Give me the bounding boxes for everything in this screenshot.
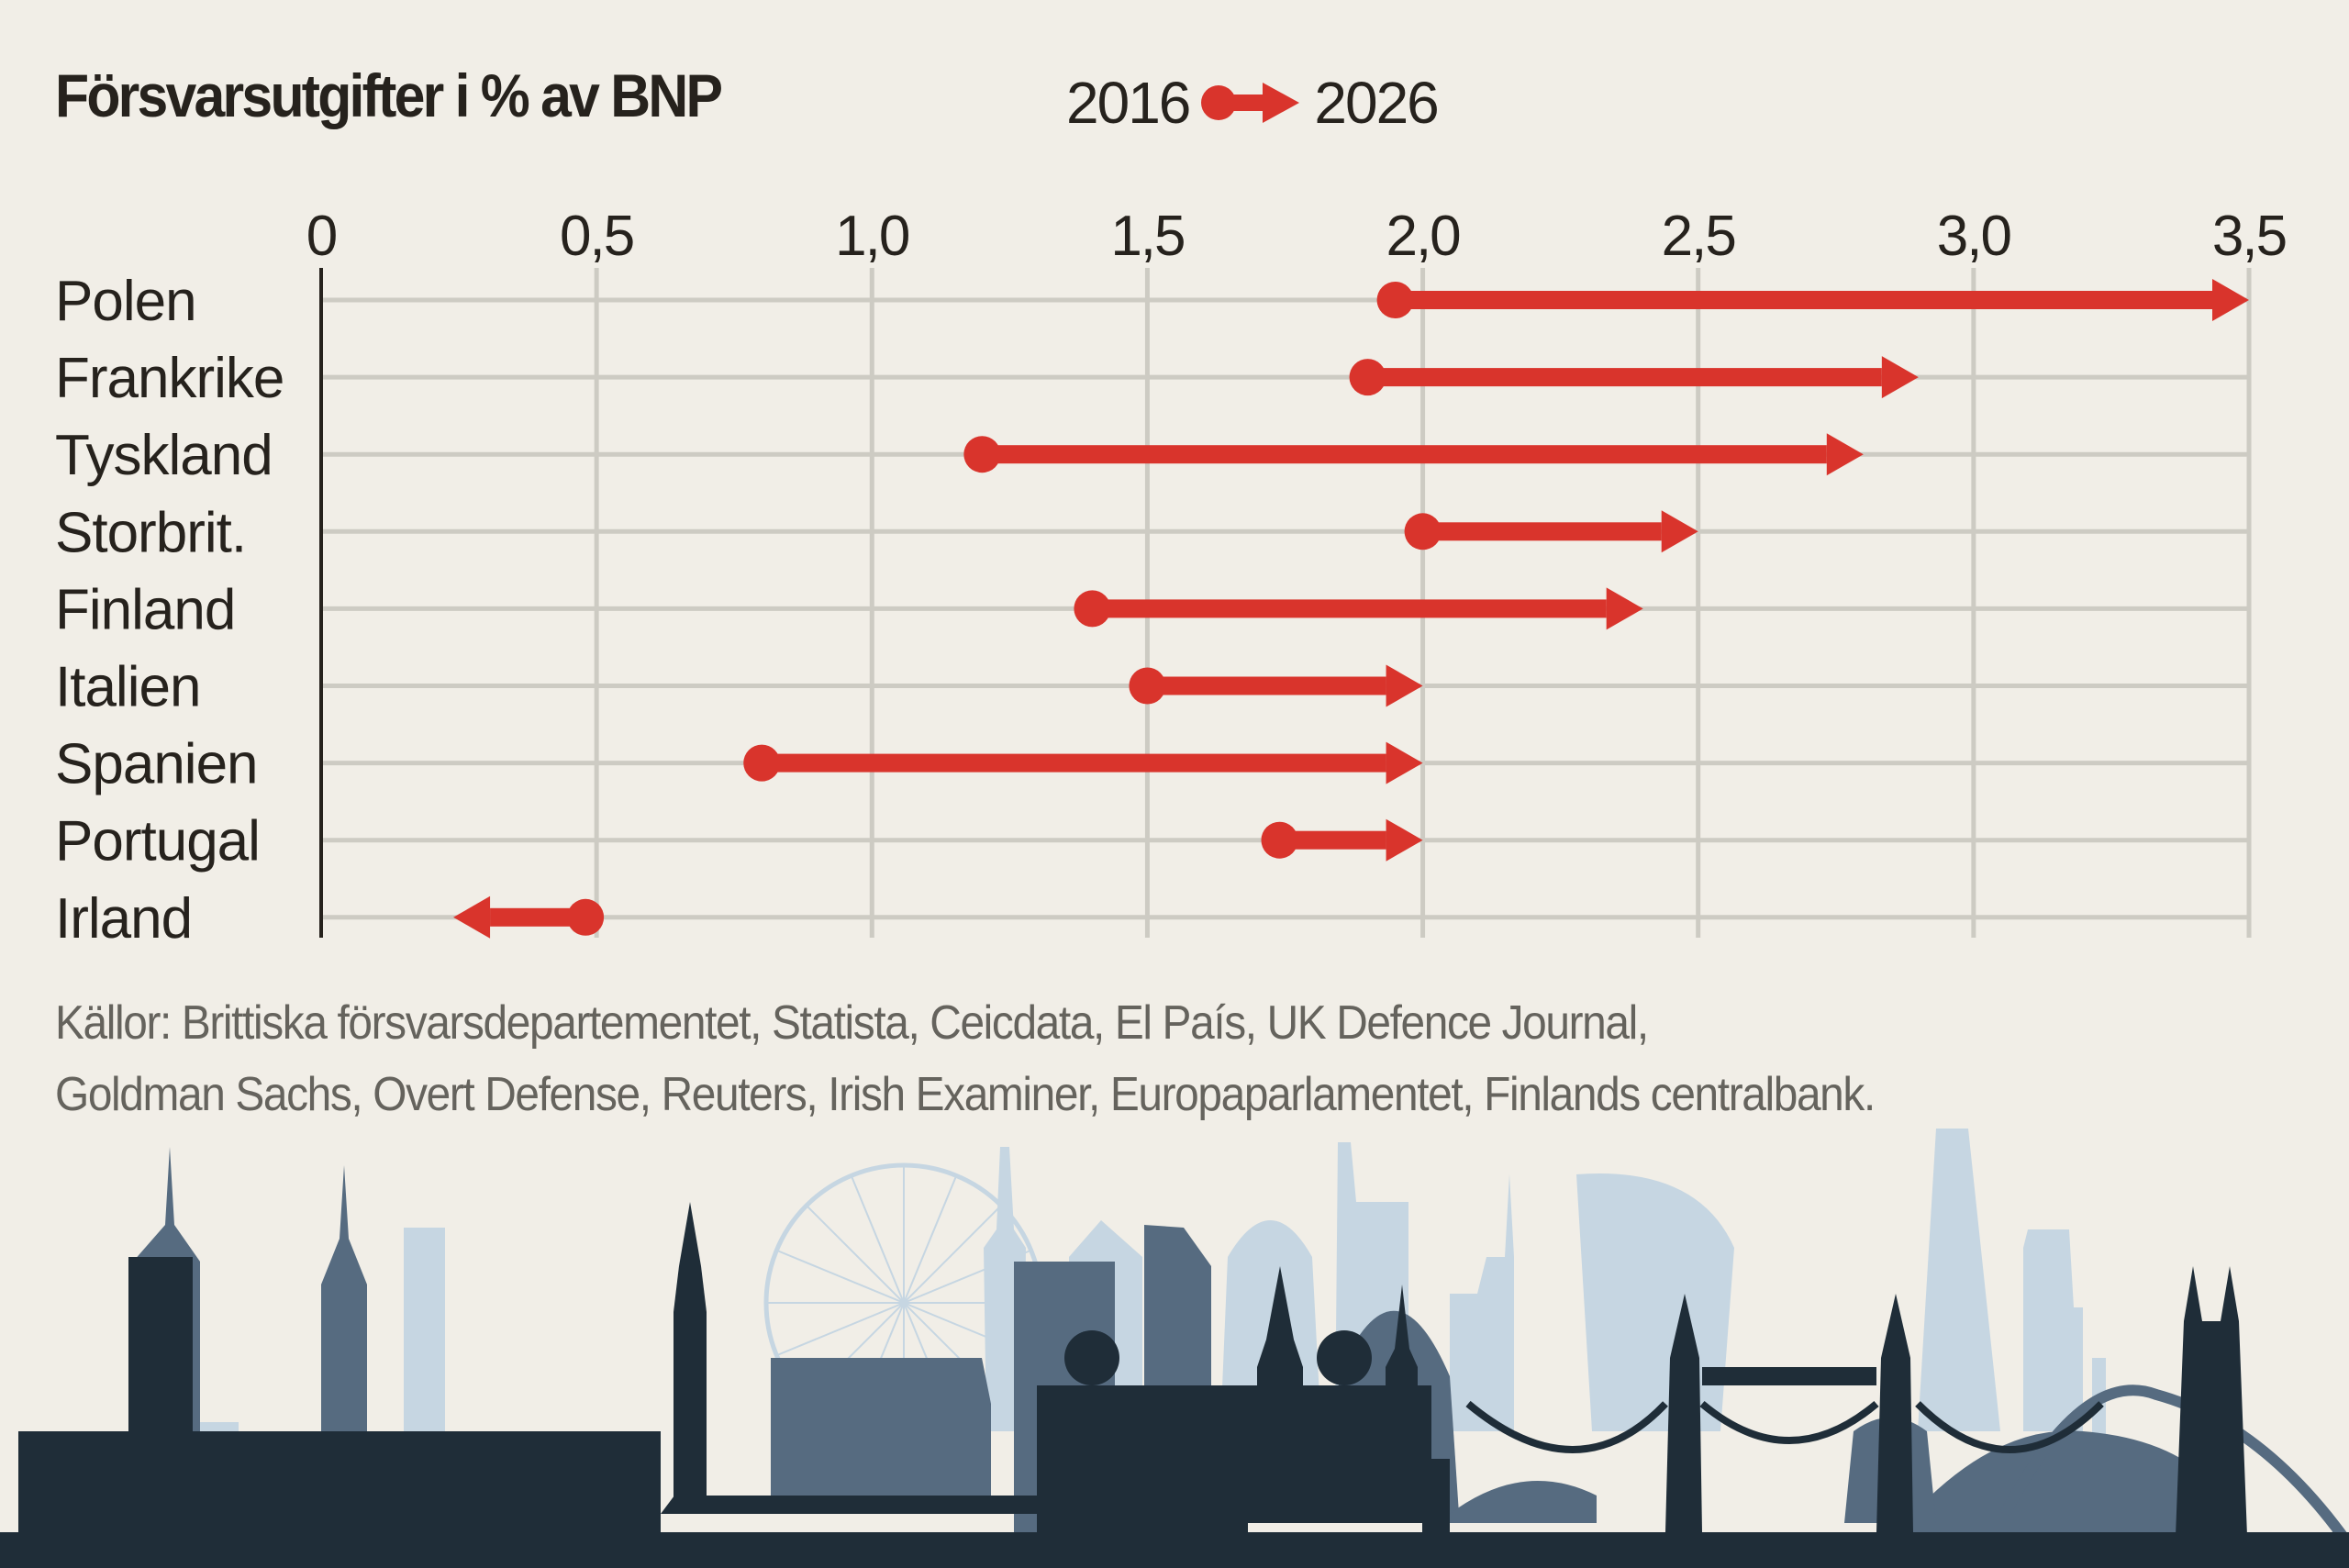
sources-line-1: Källor: Brittiska försvarsdepartementet,… [55, 996, 1649, 1050]
sources-line-2: Goldman Sachs, Overt Defense, Reuters, I… [55, 1068, 1876, 1121]
x-tick-label: 2,0 [1386, 205, 1460, 268]
arrow-shaft [982, 445, 1827, 464]
x-tick-label: 1,5 [1110, 205, 1184, 268]
legend-arrow-icon [1201, 83, 1300, 123]
legend-to-label: 2026 [1314, 70, 1439, 136]
dot-2016 [1074, 590, 1111, 628]
x-tick-label: 3,0 [1937, 205, 2011, 268]
dot-2016 [567, 898, 605, 936]
dot-2016 [1376, 282, 1414, 318]
legend-from-label: 2016 [1066, 70, 1191, 136]
arrow-shaft [490, 907, 586, 927]
category-label: Tyskland [55, 424, 273, 487]
arrowhead-2026 [1881, 356, 1919, 399]
arrow-shaft [1279, 830, 1386, 850]
category-label: Italien [55, 656, 200, 719]
sources-note: Källor: Brittiska försvarsdepartementet,… [55, 987, 1876, 1130]
arrowhead-2026 [1661, 510, 1698, 553]
arrowhead-2026 [2212, 279, 2249, 321]
arrowhead-2026 [1386, 818, 1423, 862]
arrow-shaft [1092, 599, 1607, 618]
london-skyline-illustration [0, 1129, 2349, 1568]
arrow-shaft [762, 753, 1386, 773]
x-tick-label: 2,5 [1662, 205, 1735, 268]
legend: 2016 2026 [1066, 66, 1440, 139]
dot-2016 [1261, 821, 1298, 859]
arrowhead-2026 [1606, 587, 1643, 630]
arrowhead-2026 [1386, 741, 1423, 784]
arrow-shaft [1422, 522, 1662, 541]
skyline-front-layer [0, 1202, 2349, 1568]
category-label: Storbrit. [55, 501, 246, 564]
arrow-shaft [1367, 368, 1882, 387]
category-label: Spanien [55, 733, 258, 796]
dot-2016 [1404, 513, 1442, 550]
category-label: Irland [55, 887, 192, 951]
chart-title: Försvarsutgifter i % av BNP [55, 61, 723, 129]
arrow-shaft [1147, 676, 1386, 695]
chart-plot: 0 0,5 1,0 1,5 2,0 2,5 3,0 3,5 Polen Frankrike Tys… [55, 205, 2288, 951]
dot-2016 [1129, 667, 1166, 705]
x-tick-label: 1,0 [835, 205, 909, 268]
arrow-shaft [1395, 291, 2212, 309]
category-label: Polen [55, 270, 196, 333]
dot-2016 [743, 744, 781, 782]
category-label: Portugal [55, 810, 260, 873]
x-tick-label: 0,5 [560, 205, 633, 268]
category-label: Finland [55, 578, 235, 641]
arrowhead-2026 [1826, 433, 1864, 476]
arrowhead-2026 [1386, 664, 1423, 707]
x-tick-label: 3,5 [2212, 205, 2286, 268]
dot-2016 [1349, 359, 1386, 396]
dot-2016 [963, 436, 1001, 473]
x-tick-label: 0 [306, 205, 337, 268]
arrowhead-2026 [453, 895, 491, 939]
category-label: Frankrike [55, 347, 284, 410]
